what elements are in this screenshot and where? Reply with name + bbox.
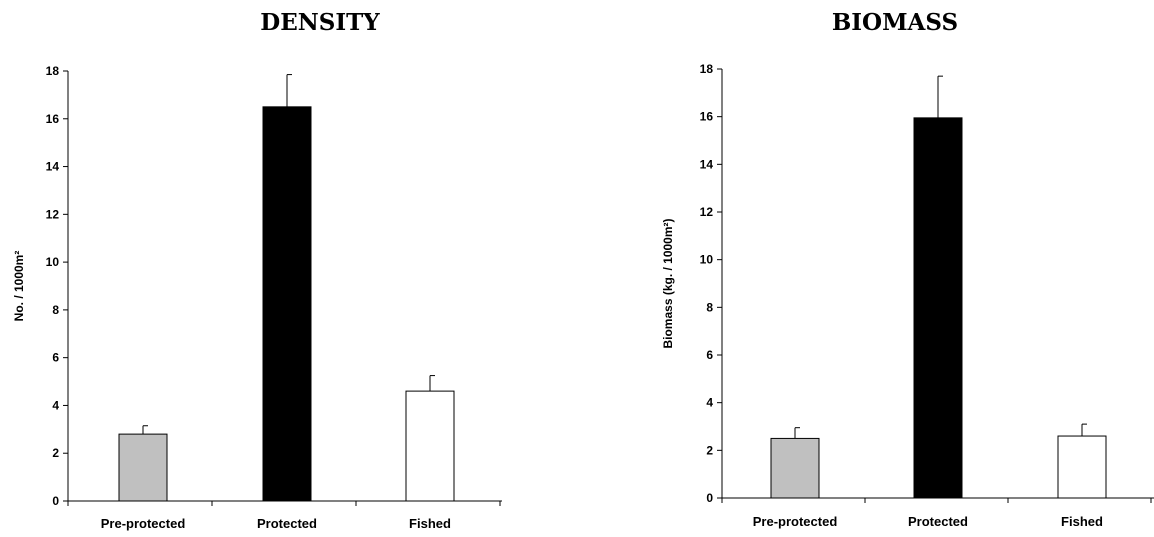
y-tick-label: 4 <box>706 396 713 410</box>
y-tick-label: 14 <box>700 157 714 171</box>
y-tick-label: 0 <box>52 494 59 508</box>
bar-fished <box>405 390 455 502</box>
x-category-label: Protected <box>908 514 968 529</box>
y-tick-label: 4 <box>52 398 59 412</box>
y-tick-label: 18 <box>46 64 60 78</box>
x-category-label: Protected <box>257 516 317 531</box>
chart-title: DENSITY <box>260 9 380 36</box>
x-category-label: Pre-protected <box>101 516 186 531</box>
x-category-label: Fished <box>1061 514 1103 529</box>
chart-title: BIOMASS <box>832 9 958 36</box>
y-tick-label: 2 <box>52 446 59 460</box>
bar-protected <box>262 106 312 502</box>
bar-protected <box>913 117 963 499</box>
y-tick-label: 16 <box>46 112 60 126</box>
y-axis-label: Biomass (kg. / 1000m²) <box>661 218 675 348</box>
y-tick-label: 12 <box>700 205 714 219</box>
chart-biomass: BIOMASS Biomass (kg. / 1000m²) 0 2 4 6 8 10 12 14… <box>661 9 1154 529</box>
bar-fished <box>1057 435 1107 499</box>
chart-density: DENSITY No. / 1000m² 0 2 4 6 8 10 12 14 16 18 Pre-pr… <box>12 9 502 531</box>
y-tick-label: 16 <box>700 110 714 124</box>
y-tick-label: 2 <box>706 443 713 457</box>
bar-pre-protected <box>770 437 820 499</box>
y-axis-label: No. / 1000m² <box>12 251 26 322</box>
x-category-label: Pre-protected <box>753 514 838 529</box>
y-tick-label: 6 <box>706 348 713 362</box>
y-tick-label: 12 <box>46 207 60 221</box>
y-tick-label: 14 <box>46 160 60 174</box>
y-tick-label: 10 <box>46 255 60 269</box>
x-category-label: Fished <box>409 516 451 531</box>
y-tick-label: 6 <box>52 351 59 365</box>
bar-pre-protected <box>118 433 168 502</box>
y-tick-label: 10 <box>700 253 714 267</box>
y-tick-label: 18 <box>700 62 714 76</box>
y-tick-label: 8 <box>706 300 713 314</box>
y-tick-label: 8 <box>52 303 59 317</box>
y-tick-label: 0 <box>706 491 713 505</box>
